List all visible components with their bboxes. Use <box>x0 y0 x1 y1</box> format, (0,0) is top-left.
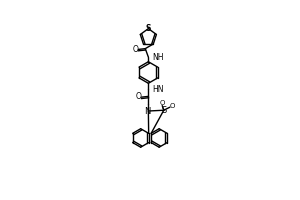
Text: O: O <box>136 92 142 101</box>
Text: NH: NH <box>152 53 164 62</box>
Text: O: O <box>169 103 175 109</box>
Text: HN: HN <box>152 85 164 94</box>
Text: N: N <box>144 107 150 116</box>
Text: O: O <box>133 45 139 54</box>
Text: S: S <box>161 106 167 115</box>
Text: O: O <box>160 100 165 106</box>
Text: S: S <box>146 24 151 33</box>
